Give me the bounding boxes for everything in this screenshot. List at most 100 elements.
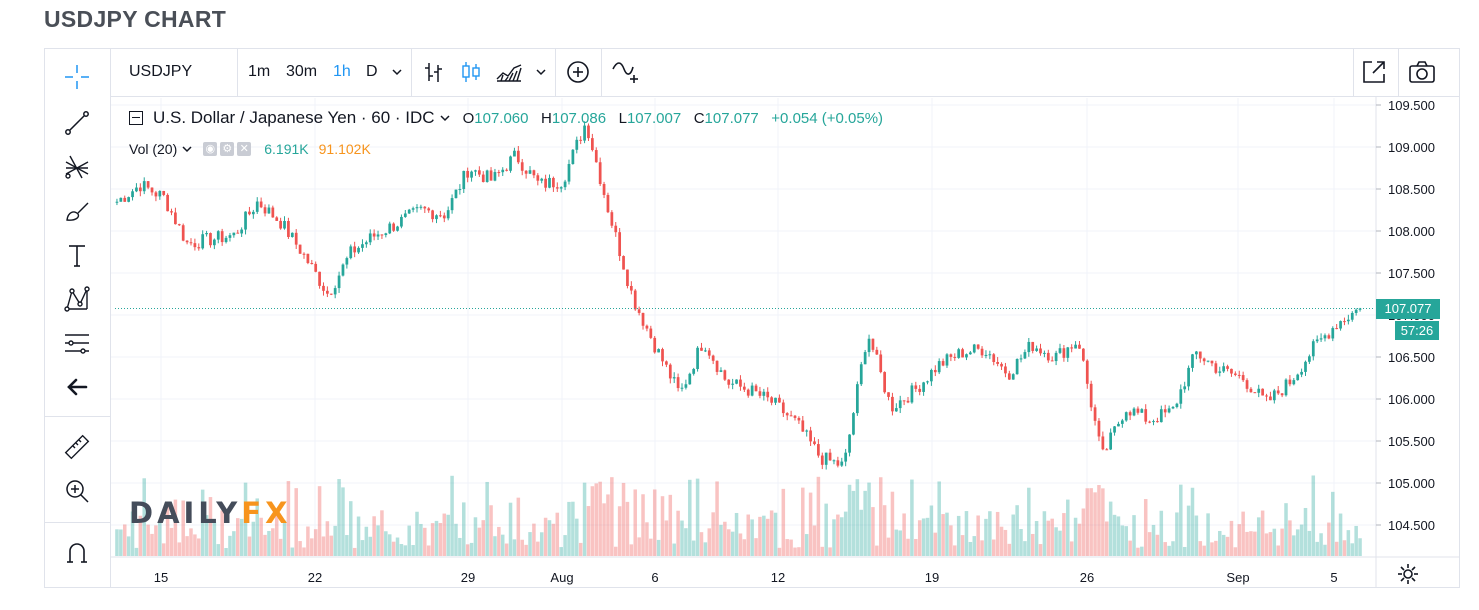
volume-bar: [387, 534, 392, 556]
candle-body: [353, 246, 357, 253]
area-style-icon[interactable]: [495, 48, 523, 96]
magnet-icon[interactable]: [58, 536, 96, 570]
chevron-down-icon[interactable]: [391, 48, 403, 96]
candle-body: [719, 370, 723, 372]
volume-bar: [793, 547, 797, 556]
candle-body: [1167, 408, 1171, 413]
candle-body: [661, 349, 664, 362]
volume-bar: [1085, 488, 1090, 556]
symbol-search[interactable]: USDJPY: [129, 63, 193, 80]
candle-body: [1249, 388, 1253, 393]
candle-body: [524, 170, 528, 174]
pattern-icon[interactable]: [58, 282, 96, 316]
volume-bars: [115, 475, 1362, 556]
candle-body: [859, 364, 863, 385]
volume-bar: [730, 531, 735, 556]
candle-body: [984, 354, 988, 356]
grid-lines: [111, 98, 1376, 556]
volume-label[interactable]: Vol (20): [129, 141, 178, 157]
candle-body: [1179, 389, 1183, 404]
gear-icon[interactable]: ⚙: [220, 142, 235, 156]
volume-bar: [991, 539, 996, 556]
symbol-description[interactable]: U.S. Dollar / Japanese Yen · 60 · IDC: [153, 108, 435, 127]
volume-bar: [914, 538, 918, 556]
popout-icon[interactable]: [1361, 48, 1387, 96]
interval-30m[interactable]: 30m: [286, 63, 318, 80]
eye-icon[interactable]: ◉: [203, 142, 218, 156]
volume-bar: [500, 534, 505, 556]
candle-body: [1101, 436, 1105, 450]
volume-bar: [960, 535, 965, 556]
volume-bar: [547, 520, 552, 556]
candle-body: [1233, 373, 1237, 375]
candle-body: [450, 198, 454, 211]
volume-bar: [672, 543, 676, 556]
candle-body: [972, 344, 976, 353]
candle-body: [380, 234, 384, 236]
candle-body: [1265, 395, 1268, 397]
camera-icon[interactable]: [1408, 48, 1436, 96]
candle-body: [1191, 354, 1194, 368]
candle-body: [322, 285, 325, 291]
volume-bar: [228, 535, 232, 556]
volume-bar: [797, 547, 801, 556]
candle-body: [1128, 412, 1132, 416]
candle-body: [980, 348, 984, 356]
candle-body: [431, 210, 434, 220]
interval-1h[interactable]: 1h: [333, 63, 351, 80]
candle-style-icon[interactable]: [460, 48, 482, 96]
volume-bar: [310, 538, 314, 556]
trendline-icon[interactable]: [58, 106, 96, 140]
chevron-down-icon[interactable]: [439, 112, 451, 124]
candle-body: [236, 232, 240, 234]
candle-body: [789, 415, 793, 417]
candle-body: [1226, 366, 1229, 369]
candle-body: [992, 354, 996, 363]
fib-icon[interactable]: [58, 150, 96, 184]
volume-bar: [321, 536, 326, 556]
candle-body: [602, 184, 606, 195]
zoom-in-icon[interactable]: [58, 474, 96, 508]
candle-body: [232, 232, 236, 236]
y-tick-label: 106.500: [1388, 350, 1435, 365]
candle-body: [575, 139, 579, 150]
volume-bar: [524, 544, 528, 556]
volume-bar: [882, 505, 887, 556]
collapse-icon[interactable]: [129, 111, 143, 125]
indicators-icon[interactable]: [611, 48, 641, 96]
volume-bar: [921, 518, 926, 556]
volume-bar: [1151, 524, 1156, 556]
volume-bar: [274, 510, 279, 556]
back-arrow-icon[interactable]: [58, 370, 96, 404]
volume-bar: [1101, 488, 1105, 556]
interval-1m[interactable]: 1m: [248, 63, 271, 80]
gear-icon[interactable]: [1396, 562, 1420, 586]
volume-bar: [282, 520, 287, 556]
add-compare-icon[interactable]: [565, 48, 591, 96]
candle-body: [797, 417, 801, 421]
measure-lines-icon[interactable]: [58, 326, 96, 360]
ruler-icon[interactable]: [58, 430, 96, 464]
bar-style-icon[interactable]: [423, 48, 445, 96]
volume-bar: [306, 526, 310, 556]
candle-body: [127, 197, 131, 202]
chevron-down-icon[interactable]: [181, 143, 193, 155]
volume-bar: [1319, 533, 1323, 556]
volume-bar: [239, 518, 244, 556]
text-icon[interactable]: [58, 238, 96, 272]
volume-bar: [317, 486, 322, 556]
close-icon[interactable]: ✕: [237, 142, 252, 156]
volume-bar: [200, 489, 205, 556]
interval-d[interactable]: D: [366, 63, 378, 80]
crosshair-icon[interactable]: [58, 60, 96, 94]
brush-icon[interactable]: [58, 194, 96, 228]
dailyfx-logo: DAILYFX: [129, 496, 292, 530]
volume-bar: [356, 516, 361, 556]
volume-bar: [836, 514, 840, 556]
candle-body: [1237, 374, 1241, 376]
chevron-down-icon[interactable]: [535, 48, 547, 96]
candle-body: [653, 337, 657, 353]
candle-body: [513, 150, 516, 157]
candle-body: [1323, 335, 1327, 339]
